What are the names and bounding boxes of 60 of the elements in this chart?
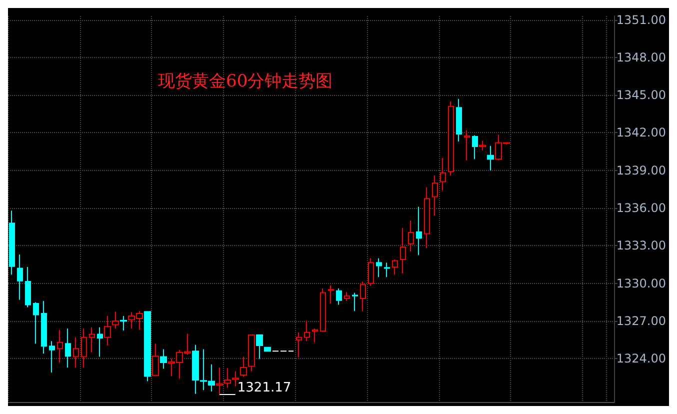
- candlestick: [456, 98, 462, 142]
- y-tick-label: 1327.00: [616, 314, 666, 328]
- candlestick: [448, 100, 454, 176]
- candlestick: [360, 280, 366, 312]
- candlestick: [432, 174, 438, 216]
- y-tick-label: 1342.00: [616, 126, 666, 140]
- text: 现货黄金60分钟走势图: [158, 72, 333, 92]
- candlestick: [256, 334, 263, 360]
- candlestick: [81, 328, 87, 368]
- y-tick-label: 1330.00: [616, 276, 666, 290]
- candlestick: [264, 346, 271, 352]
- y-tick-label: 1351.00: [616, 12, 666, 27]
- ref-line-label: 1321.17: [237, 380, 292, 396]
- candlestick: [120, 316, 127, 331]
- candlestick: [296, 332, 302, 358]
- candlestick: [312, 328, 318, 343]
- candlestick: [336, 288, 342, 306]
- candlestick: [57, 329, 63, 363]
- candlestick: [216, 366, 223, 395]
- candlestick: [17, 254, 23, 300]
- candlestick: [384, 262, 390, 278]
- candlestick: [49, 340, 55, 373]
- candlestick: [9, 210, 15, 276]
- candlestick: [400, 228, 406, 274]
- candlestick: [97, 326, 103, 358]
- candlestick: [152, 343, 159, 377]
- candlestick: [344, 292, 350, 302]
- candlestick: [65, 328, 71, 368]
- candlestick: [424, 186, 430, 249]
- candlestick: [440, 157, 446, 191]
- candlestick: [328, 284, 334, 304]
- candlestick: [89, 326, 95, 353]
- candlestick: [487, 145, 494, 171]
- candlestick: [464, 130, 470, 161]
- candlestick: [479, 140, 486, 151]
- candlestick: [104, 316, 111, 346]
- candlestick: [472, 134, 478, 160]
- candlestick: [240, 356, 247, 378]
- y-tick-label: 1333.00: [616, 238, 666, 253]
- candlestick: [416, 206, 422, 256]
- candlestick: [248, 334, 255, 372]
- candlestick: [112, 311, 119, 330]
- candlestick: [352, 292, 358, 312]
- candlestick: [376, 258, 382, 278]
- candlestick: [144, 311, 151, 382]
- candlestick: [25, 266, 31, 308]
- candlestick: [41, 300, 47, 354]
- candlestick: [392, 259, 398, 276]
- candlestick: [33, 302, 39, 344]
- candlestick: [304, 320, 310, 342]
- y-tick-label: 1348.00: [616, 50, 666, 64]
- candlestick: [408, 220, 414, 252]
- candlestick: [320, 288, 326, 332]
- candlestick: [160, 348, 167, 370]
- y-tick-label: 1345.00: [616, 88, 666, 102]
- candlestick: [368, 258, 374, 286]
- y-tick-label: 1336.00: [616, 201, 666, 216]
- y-tick-label: 1324.00: [616, 352, 666, 366]
- candlestick: [73, 336, 79, 368]
- y-tick-label: 1339.00: [616, 163, 666, 178]
